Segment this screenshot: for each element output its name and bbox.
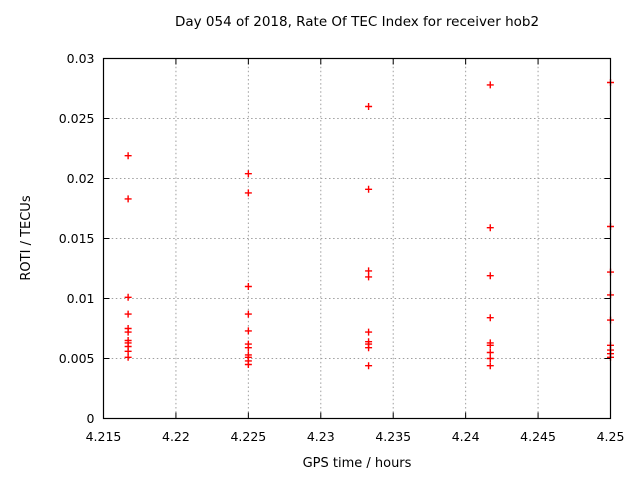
data-point (365, 185, 373, 193)
data-point (486, 355, 494, 362)
data-point (486, 224, 494, 232)
data-point (124, 347, 132, 355)
x-axis-label: GPS time / hours (303, 456, 412, 471)
x-tick-label: 4.24 (452, 429, 480, 444)
x-tick-label: 4.215 (86, 429, 122, 444)
data-point (124, 293, 132, 301)
data-points (124, 79, 614, 370)
x-tick-label: 4.23 (307, 429, 335, 444)
y-tick-label: 0.02 (67, 171, 95, 186)
data-point (486, 314, 494, 322)
y-tick-label: 0 (87, 411, 95, 426)
data-point (124, 353, 132, 361)
y-tick-label: 0.025 (59, 111, 95, 126)
data-point (486, 272, 494, 280)
data-point (244, 361, 252, 368)
axis-tick-labels: 4.215 4.22 4.225 4.23 4.235 4.24 4.245 4.25 0 0.0… (59, 51, 625, 444)
data-point (365, 344, 373, 352)
data-point (365, 362, 373, 370)
data-point (244, 170, 252, 178)
gridlines (103, 58, 611, 419)
chart-title: Day 054 of 2018, Rate Of TEC Index for r… (175, 14, 539, 30)
y-axis-label: ROTI / TECUs (19, 195, 34, 280)
data-point (244, 189, 252, 197)
plot-border (102, 57, 612, 420)
data-point (124, 328, 132, 336)
data-point (486, 362, 494, 370)
y-tick-label: 0.005 (59, 351, 95, 366)
data-point (124, 152, 132, 160)
x-tick-label: 4.235 (375, 429, 411, 444)
data-point (486, 341, 494, 349)
data-point (365, 267, 373, 275)
x-tick-label: 4.245 (520, 429, 556, 444)
data-point (365, 103, 373, 110)
x-tick-label: 4.25 (597, 429, 625, 444)
y-tick-label: 0.01 (67, 291, 95, 306)
x-tick-label: 4.225 (230, 429, 266, 444)
data-point (486, 81, 494, 89)
y-tick-label: 0.015 (59, 231, 95, 246)
data-point (244, 344, 252, 352)
data-point (124, 310, 132, 318)
y-tick-label: 0.03 (67, 51, 95, 66)
data-point (244, 327, 252, 335)
data-point (365, 328, 373, 336)
x-tick-label: 4.22 (162, 429, 190, 444)
data-point (124, 195, 132, 203)
data-point (244, 283, 252, 290)
data-point (486, 349, 494, 356)
data-point (365, 273, 373, 281)
data-point (244, 310, 252, 318)
